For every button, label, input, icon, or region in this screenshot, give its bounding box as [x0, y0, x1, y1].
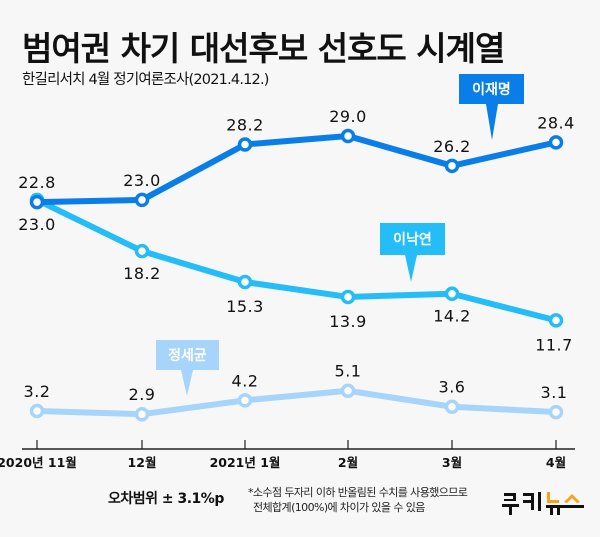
data-point — [548, 135, 564, 150]
data-point — [29, 403, 45, 419]
footnote-line-1: *소수점 두자리 이하 반올림된 수치를 사용했으므로 — [248, 486, 468, 499]
data-point — [548, 404, 564, 420]
data-label: 3.2 — [24, 382, 51, 401]
data-point — [340, 289, 356, 305]
x-tick-label: 2월 — [338, 455, 358, 470]
data-point — [237, 274, 253, 290]
callout-pointer — [181, 370, 193, 396]
data-label: 29.0 — [329, 107, 367, 126]
data-label: 13.9 — [329, 312, 367, 331]
data-point — [444, 158, 460, 174]
callout-pointer — [486, 104, 498, 140]
logo-stroke — [547, 492, 550, 502]
series-line-2 — [34, 387, 559, 418]
data-label: 11.7 — [535, 335, 573, 354]
logo-stroke — [546, 505, 584, 508]
kuki-news-logo — [502, 492, 584, 515]
callout-box — [156, 340, 219, 370]
data-point — [134, 243, 150, 259]
x-tick-label: 2020년 11월 — [0, 455, 77, 470]
logo-stroke — [564, 494, 580, 503]
logo-stroke — [550, 508, 553, 515]
data-point — [29, 194, 45, 210]
callout-0: 이재명 — [459, 74, 524, 140]
logo-stroke — [502, 504, 519, 507]
logo-stroke — [513, 493, 516, 501]
data-label: 2.9 — [129, 385, 156, 404]
data-label: 28.2 — [226, 116, 264, 135]
data-label: 28.4 — [537, 113, 575, 132]
series-layer — [29, 128, 564, 422]
data-point — [444, 286, 460, 301]
callout-1: 이낙연 — [380, 223, 445, 282]
data-label: 3.1 — [541, 383, 568, 402]
logo-stroke — [547, 500, 559, 503]
data-point — [134, 406, 150, 422]
data-point — [237, 137, 253, 152]
data-point — [340, 383, 356, 398]
callout-box — [459, 74, 524, 104]
series-line-0 — [34, 132, 559, 206]
logo-stroke — [504, 493, 516, 496]
logo-stroke — [531, 493, 534, 510]
data-point — [237, 393, 253, 408]
x-tick-label: 3월 — [442, 455, 462, 470]
callout-2: 정세균 — [156, 340, 219, 396]
data-labels: 3.2 2.9 4.2 5.1 3.6 3.1 23.0 18.2 15.3 13.9 14.2 11… — [18, 107, 575, 404]
data-point — [134, 192, 150, 208]
data-label: 26.2 — [433, 137, 471, 156]
chart-title: 범여권 차기 대선후보 선호도 시계열 — [22, 29, 505, 68]
callout-pointer — [405, 255, 417, 282]
series-name-label: 정세균 — [168, 347, 207, 364]
data-point — [548, 313, 564, 328]
series-name-label: 이재명 — [472, 81, 511, 98]
logo-stroke — [557, 508, 560, 515]
data-point — [444, 399, 460, 414]
margin-of-error: 오차범위 ± 3.1%p — [108, 491, 224, 507]
logo-stroke — [504, 499, 516, 501]
chart-subtitle: 한길리서치 4월 정기여론조사(2021.4.12.) — [22, 72, 269, 88]
data-label: 4.2 — [232, 371, 259, 390]
data-label: 18.2 — [123, 264, 161, 283]
data-label: 15.3 — [226, 297, 264, 316]
x-tick-label: 12월 — [128, 455, 157, 470]
data-label: 3.6 — [439, 378, 466, 397]
x-axis: 2020년 11월 12월 2021년 1월 2월 3월 4월 — [0, 440, 575, 470]
logo-stroke — [523, 500, 532, 503]
footnote: *소수점 두자리 이하 반올림된 수치를 사용했으므로 전체합계(100%)에 … — [248, 485, 468, 515]
series-name-label: 이낙연 — [393, 231, 432, 248]
data-label: 23.0 — [18, 215, 56, 234]
callout-box — [380, 223, 445, 255]
logo-stroke — [523, 493, 534, 496]
series-line-1 — [34, 196, 559, 324]
data-label: 5.1 — [335, 362, 362, 381]
x-tick-label: 2021년 1월 — [210, 455, 281, 470]
data-label: 23.0 — [123, 171, 161, 190]
data-point — [340, 128, 356, 144]
logo-stroke — [509, 507, 512, 515]
x-tick-label: 4월 — [546, 455, 566, 470]
data-label: 14.2 — [433, 307, 471, 326]
footnote-line-2: 전체합계(100%)에 차이가 있을 수 있음 — [253, 501, 425, 514]
data-label: 22.8 — [18, 173, 56, 192]
logo-stroke — [538, 492, 541, 511]
